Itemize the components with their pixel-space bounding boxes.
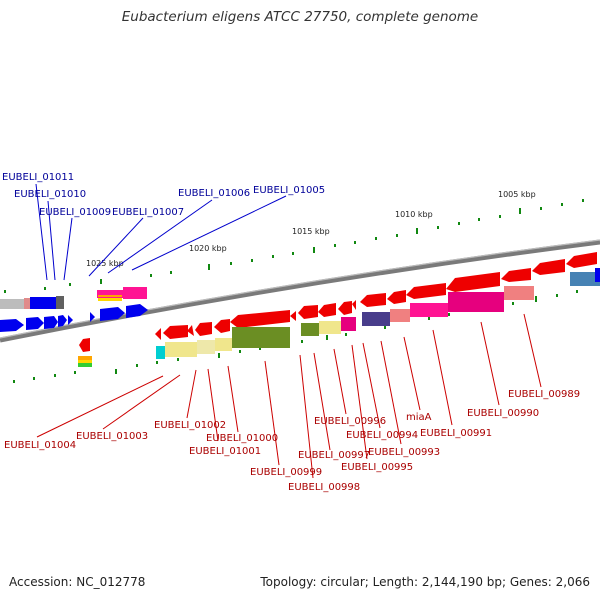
topology-label: Topology: circular; Length: 2,144,190 bp… (260, 575, 590, 589)
gene-label-forward[interactable]: EUBELI_01011 (2, 172, 74, 183)
gene-label-reverse[interactable]: EUBELI_01003 (76, 431, 148, 442)
gene-label-reverse[interactable]: EUBELI_01002 (154, 420, 226, 431)
gene-label-reverse[interactable]: EUBELI_00999 (250, 467, 322, 478)
gene-label-reverse[interactable]: EUBELI_01000 (206, 433, 278, 444)
accession-label: Accession: NC_012778 (9, 575, 146, 589)
gene-label-reverse[interactable]: EUBELI_00991 (420, 428, 492, 439)
gene-label-forward[interactable]: EUBELI_01007 (112, 207, 184, 218)
scale-label: 1005 kbp (498, 190, 536, 199)
scale-label: 1025 kbp (86, 259, 124, 268)
forward-strand-arrows (0, 304, 148, 332)
reverse-strand-arrows (79, 252, 597, 352)
gene-label-forward[interactable]: EUBELI_01006 (178, 188, 250, 199)
map-title: Eubacterium eligens ATCC 27750, complete… (121, 9, 479, 25)
outer-scale (4, 199, 584, 293)
forward-strand-bars (0, 268, 600, 309)
gene-label-reverse[interactable]: EUBELI_00995 (341, 462, 413, 473)
gene-label-reverse[interactable]: EUBELI_00998 (288, 482, 360, 493)
gene-label-forward[interactable]: EUBELI_01010 (14, 189, 86, 200)
reverse-leader-lines (36, 313, 542, 479)
gene-label-reverse[interactable]: EUBELI_00990 (467, 408, 539, 419)
gene-label-reverse[interactable]: EUBELI_00996 (314, 416, 386, 427)
gene-label-reverse[interactable]: EUBELI_00997 (298, 450, 370, 461)
gene-label-reverse[interactable]: EUBELI_00989 (508, 389, 580, 400)
scale-label: 1020 kbp (189, 244, 227, 253)
genome-backbone (0, 239, 600, 343)
gene-label-forward[interactable]: EUBELI_01005 (253, 185, 325, 196)
forward-leader-lines (35, 183, 287, 281)
gene-label-reverse[interactable]: EUBELI_00994 (346, 430, 418, 441)
gene-label-reverse[interactable]: EUBELI_01001 (189, 446, 261, 457)
gene-label-reverse[interactable]: miaA (406, 412, 432, 423)
reverse-strand-bars (78, 286, 534, 367)
scale-label: 1015 kbp (292, 227, 330, 236)
scale-label: 1010 kbp (395, 210, 433, 219)
gene-label-forward[interactable]: EUBELI_01009 (39, 207, 111, 218)
gene-label-reverse[interactable]: EUBELI_00993 (368, 447, 440, 458)
genome-backbone-highlight (0, 239, 600, 339)
gene-label-reverse[interactable]: EUBELI_01004 (4, 440, 76, 451)
